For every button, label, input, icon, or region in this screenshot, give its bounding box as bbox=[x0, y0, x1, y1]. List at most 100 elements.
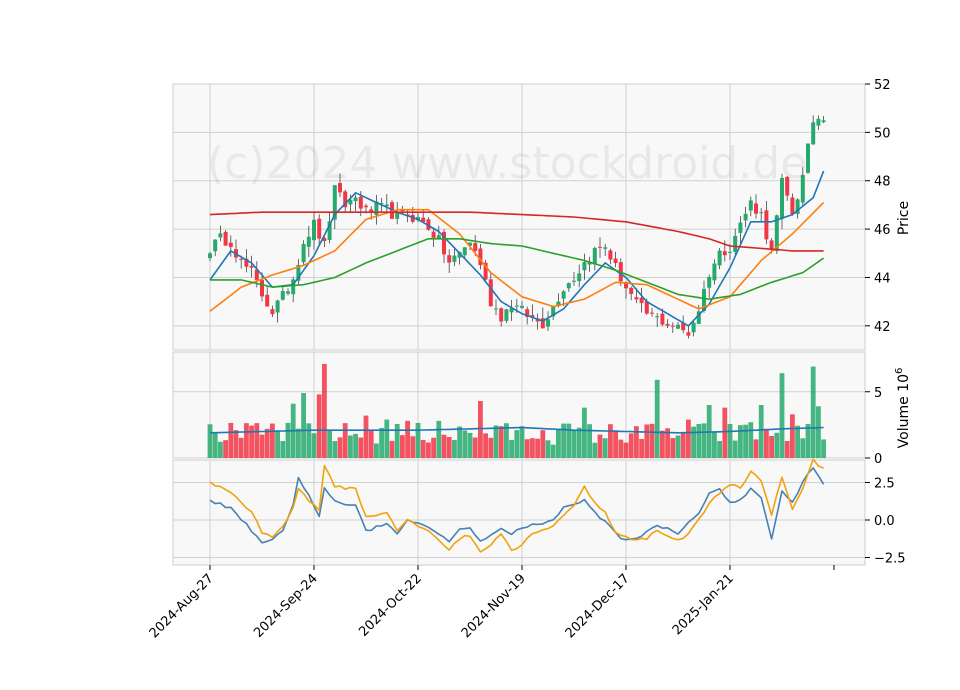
x-tick-label-4: 2024-Dec-17 bbox=[563, 571, 633, 641]
volume-bar-11 bbox=[264, 428, 270, 458]
volume-bar-55 bbox=[493, 425, 499, 458]
candle-body-84 bbox=[644, 301, 649, 314]
candle-body-73 bbox=[587, 262, 592, 265]
volume-bar-113 bbox=[795, 425, 800, 458]
candle-body-105 bbox=[754, 203, 758, 214]
candle-body-55 bbox=[494, 308, 498, 310]
volume-bar-19 bbox=[306, 423, 312, 458]
volume-bar-5 bbox=[233, 430, 239, 458]
candle-body-28 bbox=[353, 197, 358, 202]
volume-bar-94 bbox=[696, 424, 702, 458]
x-tick-label-2: 2024-Oct-22 bbox=[356, 571, 424, 639]
volume-bar-98 bbox=[717, 441, 722, 458]
candle-body-16 bbox=[291, 279, 296, 295]
candle-body-25 bbox=[338, 183, 342, 193]
candle-body-90 bbox=[676, 324, 680, 329]
volume-bar-27 bbox=[348, 435, 353, 458]
candle-body-97 bbox=[712, 263, 717, 281]
volume-bar-109 bbox=[774, 432, 780, 458]
volume-bar-25 bbox=[337, 437, 343, 458]
volume-bar-60 bbox=[519, 426, 525, 458]
price-ytick-label-2: 46 bbox=[874, 223, 891, 238]
volume-bar-45 bbox=[441, 434, 447, 458]
candle-body-29 bbox=[358, 196, 363, 209]
candle-body-62 bbox=[530, 315, 535, 318]
volume-bar-47 bbox=[452, 440, 457, 458]
volume-bar-100 bbox=[727, 423, 733, 458]
candle-body-4 bbox=[228, 242, 233, 248]
oscillator-ytick-label-2: 2.5 bbox=[874, 477, 895, 492]
volume-bar-104 bbox=[748, 422, 754, 458]
volume-bar-20 bbox=[311, 433, 317, 458]
volume-bar-89 bbox=[670, 438, 676, 458]
candle-body-110 bbox=[780, 177, 784, 219]
volume-bar-61 bbox=[524, 439, 530, 458]
volume-bar-29 bbox=[358, 437, 364, 458]
volume-bar-67 bbox=[556, 428, 561, 458]
volume-ytick-label-0: 0 bbox=[874, 452, 882, 467]
volume-bar-43 bbox=[431, 437, 436, 458]
candle-body-44 bbox=[436, 235, 441, 239]
candle-body-106 bbox=[759, 212, 764, 214]
volume-bar-24 bbox=[332, 441, 338, 458]
candle-body-87 bbox=[660, 313, 665, 325]
candle-body-53 bbox=[483, 262, 488, 280]
volume-bar-35 bbox=[389, 440, 395, 458]
candle-body-23 bbox=[327, 221, 332, 240]
candle-body-67 bbox=[556, 301, 561, 306]
volume-bar-3 bbox=[223, 440, 228, 458]
volume-bar-95 bbox=[701, 423, 707, 458]
volume-bar-106 bbox=[758, 405, 764, 458]
volume-bar-68 bbox=[561, 423, 566, 458]
candle-body-77 bbox=[608, 250, 613, 260]
price-background bbox=[172, 83, 866, 351]
candle-body-107 bbox=[764, 210, 769, 240]
candle-body-92 bbox=[686, 332, 691, 336]
volume-bar-111 bbox=[784, 440, 790, 458]
candle-body-85 bbox=[650, 312, 654, 314]
candle-body-1 bbox=[213, 239, 218, 252]
candle-body-49 bbox=[462, 247, 467, 256]
volume-bar-73 bbox=[587, 424, 592, 458]
volume-bar-108 bbox=[769, 436, 774, 458]
candle-body-65 bbox=[546, 319, 550, 327]
volume-bar-88 bbox=[665, 428, 670, 458]
candle-body-59 bbox=[514, 305, 519, 307]
volume-bar-23 bbox=[327, 430, 332, 458]
candle-body-108 bbox=[769, 240, 774, 250]
candle-body-56 bbox=[499, 308, 504, 322]
volume-bar-8 bbox=[249, 425, 254, 458]
volume-bar-18 bbox=[301, 393, 306, 458]
candle-body-0 bbox=[208, 253, 212, 259]
candle-body-99 bbox=[722, 251, 727, 256]
candle-body-76 bbox=[603, 247, 608, 249]
volume-bar-71 bbox=[576, 427, 582, 458]
x-tick-label-0: 2024-Aug-27 bbox=[147, 571, 217, 641]
candle-body-83 bbox=[639, 297, 644, 304]
candle-body-75 bbox=[598, 246, 602, 248]
candle-body-36 bbox=[395, 211, 400, 219]
volume-bar-32 bbox=[374, 443, 379, 458]
candle-body-12 bbox=[270, 309, 275, 315]
volume-bar-37 bbox=[400, 435, 405, 458]
volume-bar-31 bbox=[368, 430, 374, 458]
candle-body-66 bbox=[551, 305, 556, 317]
candle-body-93 bbox=[691, 322, 696, 333]
candle-body-109 bbox=[774, 215, 779, 251]
volume-bar-57 bbox=[504, 423, 509, 458]
volume-bar-65 bbox=[545, 440, 551, 458]
candle-body-118 bbox=[821, 120, 826, 123]
candle-body-72 bbox=[582, 262, 587, 271]
volume-bar-58 bbox=[509, 439, 514, 458]
candle-body-3 bbox=[223, 231, 228, 246]
candle-body-61 bbox=[525, 309, 530, 317]
candle-body-64 bbox=[540, 318, 545, 329]
volume-bar-114 bbox=[800, 438, 806, 458]
x-tick-label-5: 2025-Jan-21 bbox=[670, 571, 737, 638]
candle-body-13 bbox=[275, 300, 280, 313]
volume-ytick-label-1: 5 bbox=[874, 386, 882, 401]
candle-body-7 bbox=[244, 258, 249, 267]
candle-body-115 bbox=[806, 143, 810, 173]
candle-body-17 bbox=[296, 264, 301, 281]
oscillator-panel: −2.5 0.0 2.5 bbox=[172, 458, 906, 567]
